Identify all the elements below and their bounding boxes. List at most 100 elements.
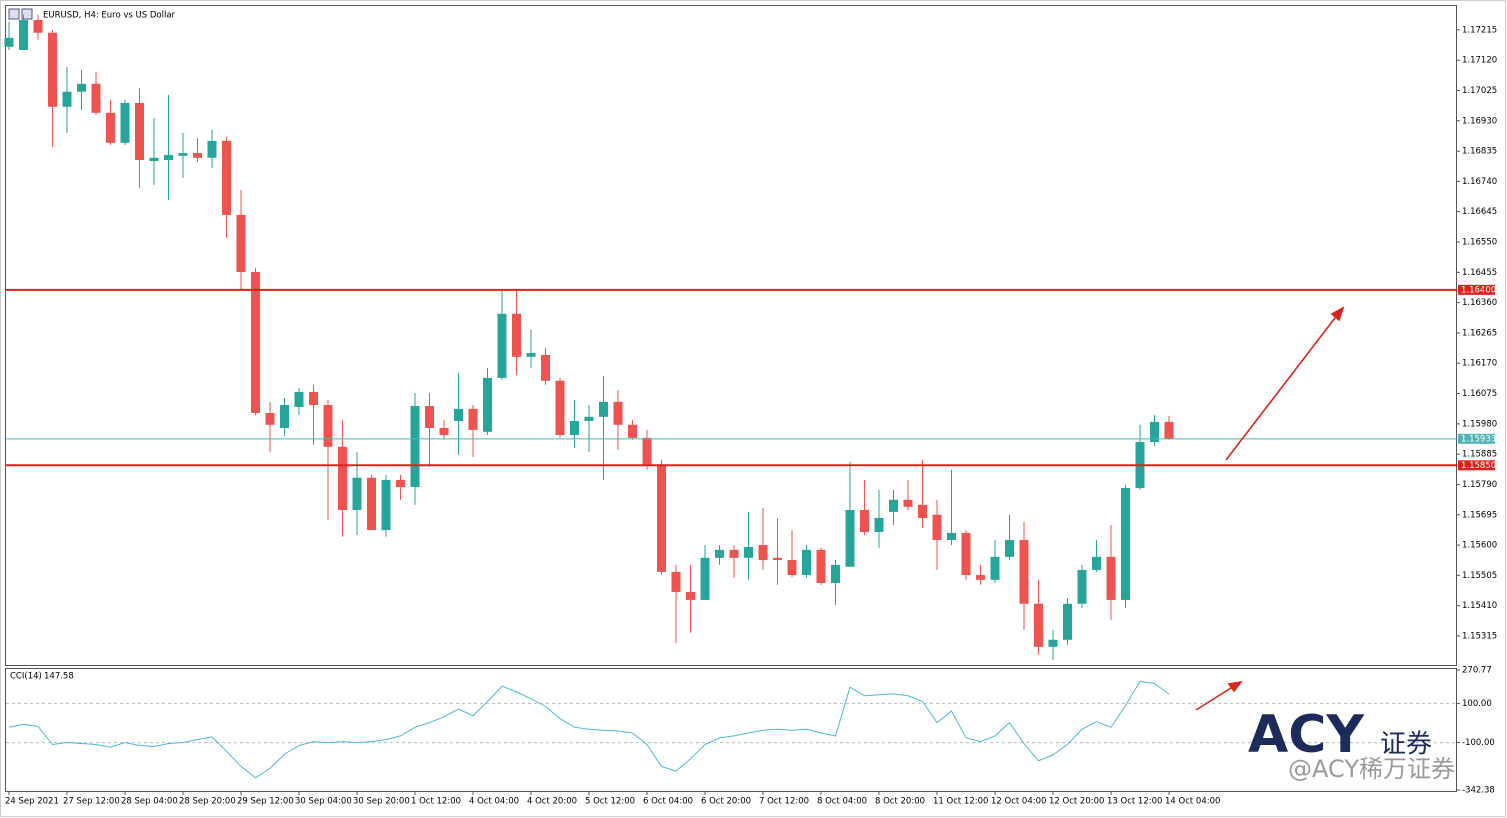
candle-body (599, 401, 608, 417)
x-tick-label: 8 Oct 20:00 (875, 797, 925, 807)
candle-body (410, 405, 420, 488)
trend-arrow (1225, 306, 1345, 461)
x-tick-label: 12 Oct 20:00 (1049, 797, 1104, 807)
candle-body (555, 380, 565, 436)
watermark: ACY 证券 @ACY稀万证券 (1248, 705, 1455, 783)
y-tick-label: 1.15695 (1462, 510, 1497, 520)
candle-body (657, 464, 666, 572)
y-tick-label: 1.16835 (1462, 147, 1497, 157)
candle-body (758, 545, 768, 561)
y-tick-label: -342.38 (1462, 786, 1495, 796)
indicator-value: 147.58 (44, 672, 74, 682)
level-label-box (1458, 460, 1495, 471)
main-panel (5, 5, 1457, 666)
candle-body (193, 153, 202, 158)
x-tick-label: 7 Oct 12:00 (759, 797, 809, 807)
candle-body (802, 549, 811, 576)
candle-body (845, 509, 855, 567)
y-tick-label: 1.15410 (1462, 601, 1497, 611)
y-tick-label: 1.15885 (1462, 450, 1497, 460)
candle-body (570, 420, 579, 436)
chart-title: EURUSD, H4: Euro vs US Dollar (43, 11, 176, 21)
candle-body (816, 549, 826, 584)
x-tick-label: 28 Sep 04:00 (121, 797, 178, 807)
candle-body (976, 575, 985, 580)
candle-body (367, 477, 376, 531)
x-tick-label: 6 Oct 04:00 (643, 797, 693, 807)
candle-body (686, 591, 695, 600)
candle-body (642, 437, 652, 465)
candle-body (889, 499, 898, 512)
candle-body (280, 405, 289, 428)
candle-body (715, 549, 724, 558)
candle-body (729, 549, 739, 558)
y-tick-label: 270.77 (1462, 666, 1492, 676)
candle-body (251, 271, 260, 413)
candle-body (164, 154, 173, 161)
candle-body (744, 546, 753, 558)
candle-body (425, 405, 434, 428)
y-tick-label: 1.15600 (1462, 541, 1497, 551)
candle-body (323, 405, 333, 447)
y-tick-label: 1.16075 (1462, 389, 1497, 399)
level-label: 1.15850 (1461, 461, 1496, 471)
x-tick-label: 30 Sep 20:00 (353, 797, 410, 807)
y-tick-label: 1.17025 (1462, 86, 1497, 96)
candle-body (512, 313, 521, 357)
candle-body (961, 532, 971, 576)
candle-body (48, 32, 57, 107)
y-tick-label: 100.00 (1462, 699, 1492, 709)
candle-body (468, 408, 478, 430)
candle-body (1164, 421, 1174, 439)
candle-body (1106, 556, 1116, 600)
candle-body (541, 354, 550, 381)
candle-body (1150, 421, 1159, 443)
level-label: 1.15933 (1461, 434, 1496, 444)
x-tick-label: 5 Oct 12:00 (585, 797, 635, 807)
candle-body (4, 37, 14, 47)
candle-body (62, 91, 72, 107)
x-tick-label: 8 Oct 04:00 (817, 797, 867, 807)
candle-body (178, 153, 188, 156)
x-tick-label: 11 Oct 12:00 (933, 797, 988, 807)
candle-body (454, 408, 463, 421)
candle-body (33, 19, 43, 33)
level-label-box (1458, 433, 1495, 444)
candle-body (483, 377, 492, 432)
x-tick-label: 13 Oct 12:00 (1107, 797, 1162, 807)
candle-body (77, 83, 86, 92)
x-tick-label: 24 Sep 2021 (5, 797, 59, 807)
candle-body (874, 517, 884, 532)
candle-body (613, 401, 623, 425)
candle-body (439, 427, 449, 436)
symbol-icon (8, 8, 33, 20)
candle-body (381, 479, 391, 531)
y-tick-label: 1.15505 (1462, 571, 1497, 581)
y-tick-label: 1.16265 (1462, 328, 1497, 338)
candle-body (309, 391, 318, 406)
y-tick-label: -100.00 (1462, 738, 1495, 748)
candle-body (1121, 487, 1130, 600)
y-tick-label: 1.16170 (1462, 359, 1497, 369)
cci-line (8, 680, 1170, 779)
candle-body (352, 477, 362, 510)
y-tick-label: 1.16740 (1462, 177, 1497, 187)
candle-body (19, 19, 28, 50)
candle-body (1019, 539, 1029, 604)
indicator-name: CCI(14) (10, 672, 42, 682)
watermark-handle: @ACY稀万证券 (1288, 755, 1455, 783)
y-tick-label: 1.16455 (1462, 268, 1497, 278)
candle-body (265, 412, 275, 425)
candle-body (1048, 639, 1058, 647)
candle-body (932, 514, 942, 540)
y-tick-label: 1.15315 (1462, 631, 1497, 641)
indicator-panel (5, 668, 1457, 792)
candle-body (338, 446, 347, 510)
candle-body (526, 353, 536, 357)
watermark-brand-cn: 证券 (1380, 730, 1432, 760)
candle-body (903, 499, 913, 507)
candle-body (135, 102, 144, 161)
candle-body (773, 557, 782, 561)
candle-body (236, 214, 246, 272)
